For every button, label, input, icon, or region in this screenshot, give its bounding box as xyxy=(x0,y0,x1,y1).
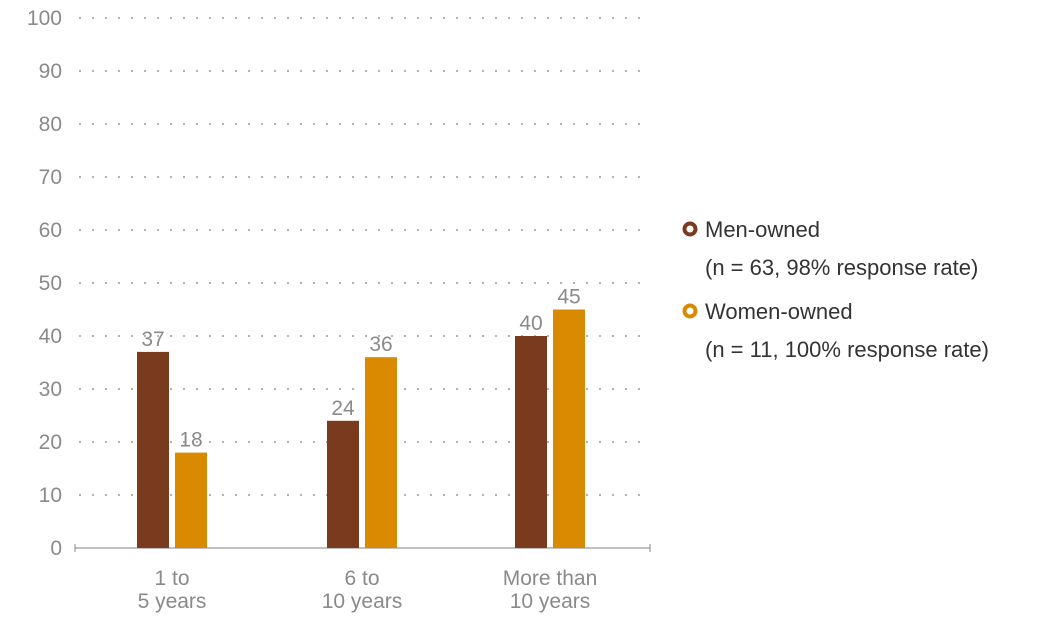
y-tick-label: 60 xyxy=(39,219,62,242)
y-tick-label: 90 xyxy=(39,60,62,83)
bar-men-owned xyxy=(515,336,547,548)
x-tick-label: 6 to xyxy=(344,567,379,590)
x-tick-label: 10 years xyxy=(510,590,591,613)
data-label: 36 xyxy=(369,333,392,356)
legend-marker xyxy=(682,221,698,237)
data-label: 37 xyxy=(141,328,164,351)
bar-women-owned xyxy=(365,357,397,548)
bar-men-owned xyxy=(137,351,169,548)
data-label: 40 xyxy=(519,312,542,335)
y-tick-label: 40 xyxy=(39,325,62,348)
y-tick-label: 30 xyxy=(39,378,62,401)
bar-women-owned xyxy=(175,452,207,548)
legend-note: (n = 63, 98% response rate) xyxy=(705,255,978,280)
y-tick-label: 0 xyxy=(50,537,62,560)
bar-women-owned xyxy=(553,309,585,548)
y-tick-label: 80 xyxy=(39,113,62,136)
x-tick-label: 1 to xyxy=(154,567,189,590)
legend-note: (n = 11, 100% response rate) xyxy=(705,337,989,362)
axis-layer: 0 10 20 30 40 50 60 70 80 90 100 xyxy=(27,7,651,560)
bar-layer xyxy=(137,309,585,548)
y-tick-label: 10 xyxy=(39,484,62,507)
y-tick-label: 20 xyxy=(39,431,62,454)
x-tick-label: 5 years xyxy=(138,590,207,613)
y-tick-label: 70 xyxy=(39,166,62,189)
y-tick-label: 50 xyxy=(39,272,62,295)
x-tick-label: More than xyxy=(503,567,598,590)
legend-label: Men-owned xyxy=(705,217,820,242)
data-label: 45 xyxy=(557,286,580,309)
legend-marker xyxy=(682,303,698,319)
x-tick-label: 10 years xyxy=(322,590,403,613)
y-tick-label: 100 xyxy=(27,7,62,30)
data-label: 24 xyxy=(331,397,355,420)
legend: Men-owned (n = 63, 98% response rate) Wome… xyxy=(682,217,989,362)
bar-men-owned xyxy=(327,420,359,548)
legend-label: Women-owned xyxy=(705,299,853,324)
data-label: 18 xyxy=(179,429,202,452)
